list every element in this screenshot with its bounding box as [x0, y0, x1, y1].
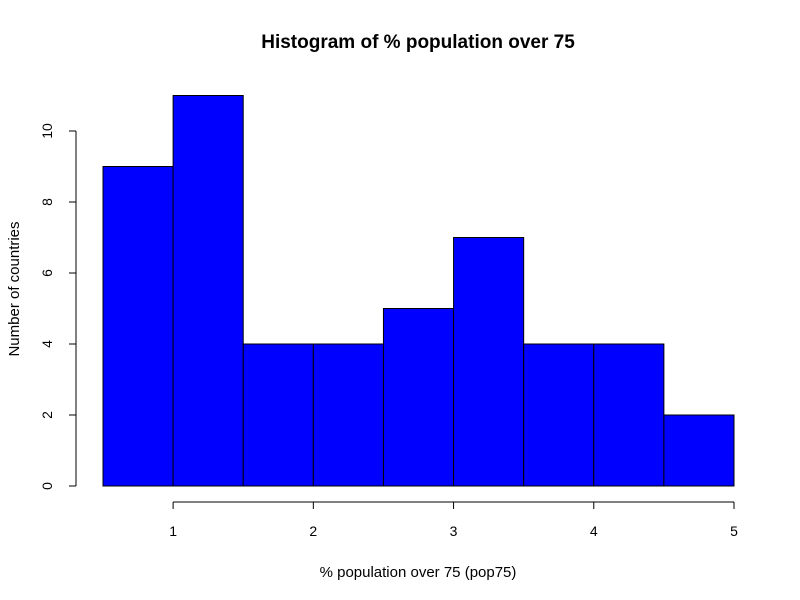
- x-tick-label: 1: [169, 523, 177, 539]
- x-tick-label: 5: [730, 523, 738, 539]
- histogram-bar-3: [242, 343, 314, 487]
- histogram-bar-7: [523, 343, 595, 487]
- x-axis: 1 2 3 4 5: [169, 501, 738, 539]
- histogram-bar-8: [593, 343, 665, 487]
- y-axis: 0 2 4 6 8 10: [39, 123, 77, 490]
- y-tick-label: 0: [39, 482, 55, 490]
- bars-group: [102, 95, 735, 487]
- histogram-bar-6: [453, 237, 525, 487]
- y-tick-label: 10: [39, 123, 55, 139]
- y-tick-label: 4: [39, 340, 55, 348]
- x-tick-label: 2: [309, 523, 317, 539]
- y-tick-label: 6: [39, 269, 55, 277]
- y-axis-label: Number of countries: [6, 221, 23, 356]
- x-axis-label: % population over 75 (pop75): [320, 564, 517, 581]
- chart-title: Histogram of % population over 75: [261, 32, 575, 53]
- x-tick-label: 4: [590, 523, 598, 539]
- x-tick-label: 3: [450, 523, 458, 539]
- histogram-bar-9: [663, 414, 735, 487]
- histogram-bar-4: [312, 343, 384, 487]
- histogram-bar-1: [102, 166, 174, 487]
- y-tick-label: 2: [39, 411, 55, 419]
- histogram-bar-2: [172, 95, 244, 487]
- y-tick-label: 8: [39, 198, 55, 206]
- histogram-bar-5: [382, 308, 455, 487]
